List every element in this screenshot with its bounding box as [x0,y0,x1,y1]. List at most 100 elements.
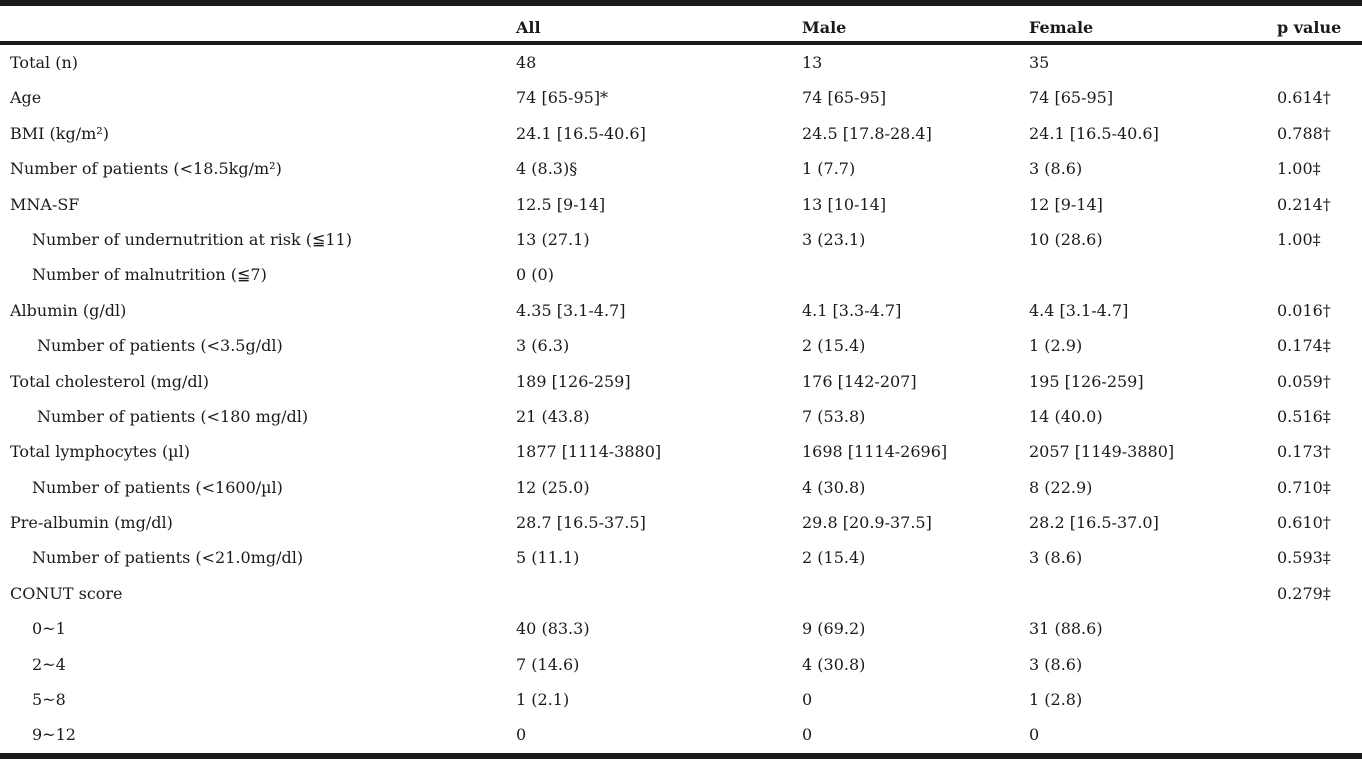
cell-female: 0 [1029,725,1040,745]
cell-male: 1 (7.7) [802,159,856,179]
row-label: Number of patients (<21.0mg/dl) [32,548,304,568]
table-row: Pre-albumin (mg/dl) 28.7 [16.5-37.5] 29.8 … [0,505,1362,540]
table-row: 5~8 1 (2.1) 0 1 (2.8) [0,682,1362,717]
cell-male: 4 (30.8) [802,477,866,497]
cell-all: 5 (11.1) [516,548,580,568]
cell-all: 12 (25.0) [516,477,590,497]
table-row: Number of patients (<21.0mg/dl) 5 (11.1) 2… [0,540,1362,575]
table-row: Age 74 [65-95]* 74 [65-95] 74 [65-95] 0.614† [0,80,1362,115]
cell-all: 13 (27.1) [516,229,590,249]
table-row: Number of patients (<1600/µl) 12 (25.0) 4 … [0,470,1362,505]
row-label: 0~1 [32,619,66,639]
cell-male: 4.1 [3.3-4.7] [802,300,902,320]
row-label: Total lymphocytes (µl) [10,442,190,462]
cell-male: 0 [802,725,813,745]
table-row: Total cholesterol (mg/dl) 189 [126-259] 17… [0,364,1362,399]
cell-male: 1698 [1114-2696] [802,442,948,462]
cell-p-value: 0.059† [1277,371,1331,391]
table-header: All Male Female p value [0,6,1362,41]
table-row: Total (n) 48 13 35 [0,45,1362,80]
row-label: MNA-SF [10,194,80,214]
cell-p-value: 0.610† [1277,513,1331,533]
cell-female: 10 (28.6) [1029,229,1103,249]
cell-male: 9 (69.2) [802,619,866,639]
row-label: 2~4 [32,654,66,674]
cell-all: 4 (8.3)§ [516,159,578,179]
cell-all: 40 (83.3) [516,619,590,639]
cell-p-value: 0.279‡ [1277,583,1331,603]
cell-all: 189 [126-259] [516,371,631,391]
table-row: 9~12 0 0 0 [0,717,1362,752]
table-row: CONUT score 0.279‡ [0,576,1362,611]
cell-all: 74 [65-95]* [516,88,609,108]
table-row: Number of malnutrition (≦7) 0 (0) [0,257,1362,292]
header-female: Female [1029,18,1094,37]
cell-all: 1877 [1114-3880] [516,442,662,462]
cell-female: 8 (22.9) [1029,477,1093,497]
cell-all: 0 (0) [516,265,554,285]
table-row: Albumin (g/dl) 4.35 [3.1-4.7] 4.1 [3.3-4.7… [0,293,1362,328]
cell-female: 14 (40.0) [1029,406,1103,426]
cell-female: 35 [1029,53,1050,72]
table-row: BMI (kg/m²) 24.1 [16.5-40.6] 24.5 [17.8-28… [0,116,1362,151]
cell-female: 195 [126-259] [1029,371,1144,391]
cell-all: 12.5 [9-14] [516,194,606,214]
cell-female: 74 [65-95] [1029,88,1114,108]
cell-all: 28.7 [16.5-37.5] [516,513,646,533]
cell-all: 7 (14.6) [516,654,580,674]
row-label: 9~12 [32,725,76,745]
cell-male: 24.5 [17.8-28.4] [802,123,932,143]
cell-female: 1 (2.8) [1029,690,1083,710]
cell-all: 1 (2.1) [516,690,570,710]
cell-p-value: 0.174‡ [1277,336,1331,356]
row-label: Pre-albumin (mg/dl) [10,513,173,533]
row-label: BMI (kg/m²) [10,123,109,143]
table-row: Number of undernutrition at risk (≦11) 13… [0,222,1362,257]
cell-female: 4.4 [3.1-4.7] [1029,300,1129,320]
cell-all: 0 [516,725,527,745]
cell-male: 74 [65-95] [802,88,887,108]
cell-male: 0 [802,690,813,710]
row-label: Number of patients (<3.5g/dl) [37,336,283,356]
table-row: 2~4 7 (14.6) 4 (30.8) 3 (8.6) [0,647,1362,682]
cell-female: 28.2 [16.5-37.0] [1029,513,1159,533]
cell-male: 176 [142-207] [802,371,917,391]
cell-female: 3 (8.6) [1029,548,1083,568]
row-label: 5~8 [32,690,66,710]
cell-all: 4.35 [3.1-4.7] [516,300,626,320]
table-row: Number of patients (<18.5kg/m²) 4 (8.3)§ 1… [0,151,1362,186]
cell-p-value: 0.593‡ [1277,548,1331,568]
cell-male: 13 [10-14] [802,194,887,214]
cell-male: 2 (15.4) [802,336,866,356]
header-male: Male [802,18,847,37]
row-label: Total cholesterol (mg/dl) [10,371,209,391]
cell-all: 21 (43.8) [516,406,590,426]
table-row: 0~1 40 (83.3) 9 (69.2) 31 (88.6) [0,611,1362,646]
cell-all: 48 [516,53,537,72]
row-label: Albumin (g/dl) [10,300,127,320]
cell-all: 24.1 [16.5-40.6] [516,123,646,143]
cell-p-value: 1.00‡ [1277,229,1321,249]
cell-female: 31 (88.6) [1029,619,1103,639]
cell-female: 3 (8.6) [1029,159,1083,179]
cell-p-value: 0.788† [1277,123,1331,143]
cell-male: 13 [802,53,823,72]
cell-p-value: 1.00‡ [1277,159,1321,179]
header-all: All [516,18,541,37]
cell-male: 2 (15.4) [802,548,866,568]
table-row: MNA-SF 12.5 [9-14] 13 [10-14] 12 [9-14] 0.21… [0,187,1362,222]
table-row: Number of patients (<180 mg/dl) 21 (43.8)… [0,399,1362,434]
table-bottom-rule [0,753,1362,759]
cell-male: 7 (53.8) [802,406,866,426]
cell-female: 2057 [1149-3880] [1029,442,1175,462]
cell-male: 3 (23.1) [802,229,866,249]
cell-p-value: 0.516‡ [1277,406,1331,426]
cell-p-value: 0.016† [1277,300,1331,320]
table-body: Total (n) 48 13 35 Age 74 [65-95]* 74 [65-95] 7… [0,45,1362,753]
row-label: CONUT score [10,583,123,603]
cell-female: 12 [9-14] [1029,194,1103,214]
cell-female: 3 (8.6) [1029,654,1083,674]
row-label: Total (n) [10,53,79,72]
table-row: Total lymphocytes (µl) 1877 [1114-3880] 16… [0,434,1362,469]
cell-male: 29.8 [20.9-37.5] [802,513,932,533]
